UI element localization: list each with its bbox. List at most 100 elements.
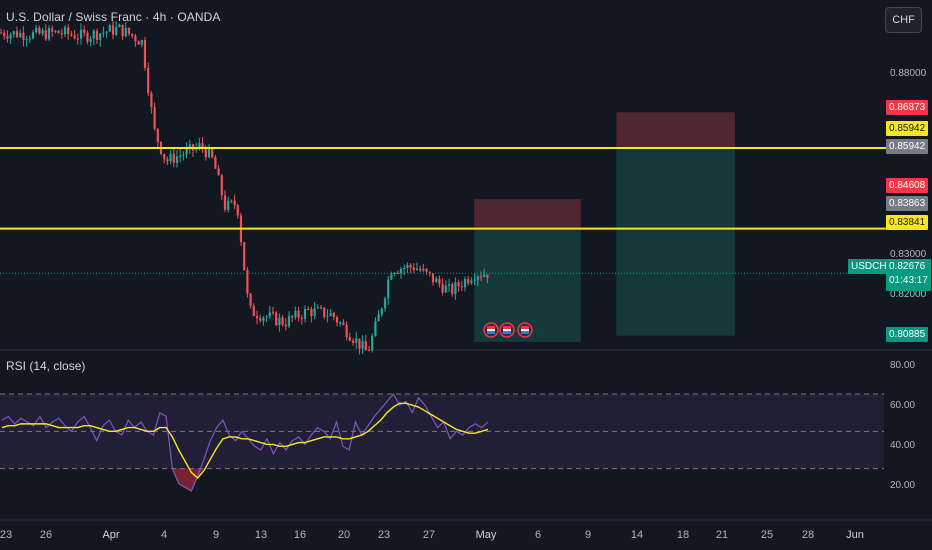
candle-body: [79, 29, 83, 39]
candle-body: [319, 307, 323, 309]
candle-body: [361, 341, 364, 349]
candle-body: [460, 286, 463, 288]
candle-body: [172, 153, 175, 163]
rsi-oversold-fill: [2, 468, 488, 492]
candle-body: [217, 168, 220, 176]
candle-body: [9, 34, 12, 39]
current-price: 0.82676: [889, 261, 926, 272]
candle-body: [351, 340, 355, 343]
symbol-tag: USDCHF: [848, 259, 893, 274]
time-label: 13: [254, 529, 268, 541]
candle-body: [175, 156, 179, 163]
candle-body: [70, 34, 73, 36]
candle-body: [380, 308, 383, 315]
candle-body: [6, 36, 9, 39]
candle-body: [179, 155, 182, 157]
candle-body: [307, 309, 310, 311]
candle-body: [412, 267, 415, 270]
candle-body: [364, 341, 367, 351]
position-stop-zone: [474, 199, 581, 228]
candle-body: [377, 314, 380, 322]
candle-body: [150, 93, 153, 108]
candle-body: [345, 324, 348, 338]
candle-body: [38, 27, 41, 34]
candle-body: [166, 159, 169, 162]
candle-body: [140, 40, 143, 45]
candle-body: [371, 335, 374, 351]
candle-body: [134, 35, 137, 42]
us-flag-icon: [483, 322, 499, 338]
candle-body: [147, 67, 150, 94]
candle-body: [444, 285, 447, 293]
price-tag-target-1: 0.80885: [886, 327, 929, 342]
candle-body: [358, 338, 361, 349]
price-label-mid: 0.83000: [890, 249, 927, 260]
candle-body: [156, 128, 159, 142]
time-label: 9: [584, 529, 592, 541]
candle-body: [255, 316, 259, 319]
rsi-indicator-label[interactable]: RSI (14, close): [6, 359, 86, 373]
candle-body: [291, 316, 294, 318]
rsi-axis-80: 80.00: [890, 360, 916, 371]
time-label: 6: [534, 529, 542, 541]
candle-body: [73, 35, 76, 39]
currency-button[interactable]: CHF: [885, 7, 922, 33]
candle-body: [230, 200, 233, 202]
time-label: 9: [212, 529, 220, 541]
candle-body: [316, 307, 319, 309]
candle-body: [259, 318, 262, 321]
candle-body: [236, 205, 239, 216]
candle-body: [89, 38, 92, 42]
candle-body: [153, 107, 156, 129]
time-label: 21: [715, 529, 729, 541]
candle-body: [393, 273, 396, 275]
candle-body: [76, 38, 79, 40]
time-label: 14: [630, 529, 644, 541]
candle-body: [284, 324, 287, 327]
price-label-top: 0.88000: [890, 68, 927, 79]
candle-body: [441, 283, 444, 293]
candle-body: [310, 309, 313, 317]
candle-body: [243, 242, 246, 271]
us-flag-icon: [517, 322, 533, 338]
candle-body: [271, 312, 275, 314]
time-label-month: Jun: [846, 529, 864, 541]
candle-body: [246, 270, 249, 294]
candle-body: [435, 278, 438, 283]
position-stop-zone: [616, 112, 735, 148]
candle-body: [95, 30, 99, 40]
candle-body: [278, 317, 281, 326]
candle-body: [15, 31, 19, 38]
candle-body: [268, 312, 271, 317]
candle-body: [457, 282, 460, 287]
candle-body: [476, 276, 479, 280]
candle-body: [281, 317, 284, 325]
price-tag-entry-2: 0.85942: [886, 139, 929, 154]
candle-body: [355, 338, 358, 343]
candle-body: [265, 316, 268, 318]
candle-body: [220, 175, 223, 196]
candle-body: [329, 312, 332, 316]
time-label: 28: [801, 529, 815, 541]
candle-body: [431, 273, 435, 283]
candle-body: [342, 322, 345, 325]
candle-body: [44, 30, 47, 40]
candle-body: [51, 28, 54, 32]
candle-body: [287, 316, 291, 327]
candle-body: [326, 315, 329, 317]
candle-body: [451, 284, 454, 294]
time-label: 27: [422, 529, 436, 541]
candle-body: [335, 317, 339, 323]
time-label: 25: [760, 529, 774, 541]
symbol-title: U.S. Dollar / Swiss Franc · 4h · OANDA: [6, 10, 221, 24]
candle-body: [396, 273, 399, 275]
candle-body: [163, 153, 166, 160]
current-price-tag: 0.82676 01:43:17: [886, 259, 931, 291]
candle-body: [300, 317, 303, 319]
candle-body: [387, 279, 390, 299]
candle-body: [28, 38, 31, 40]
candle-body: [169, 153, 172, 162]
candle-body: [102, 32, 105, 34]
candle-body: [233, 200, 236, 206]
